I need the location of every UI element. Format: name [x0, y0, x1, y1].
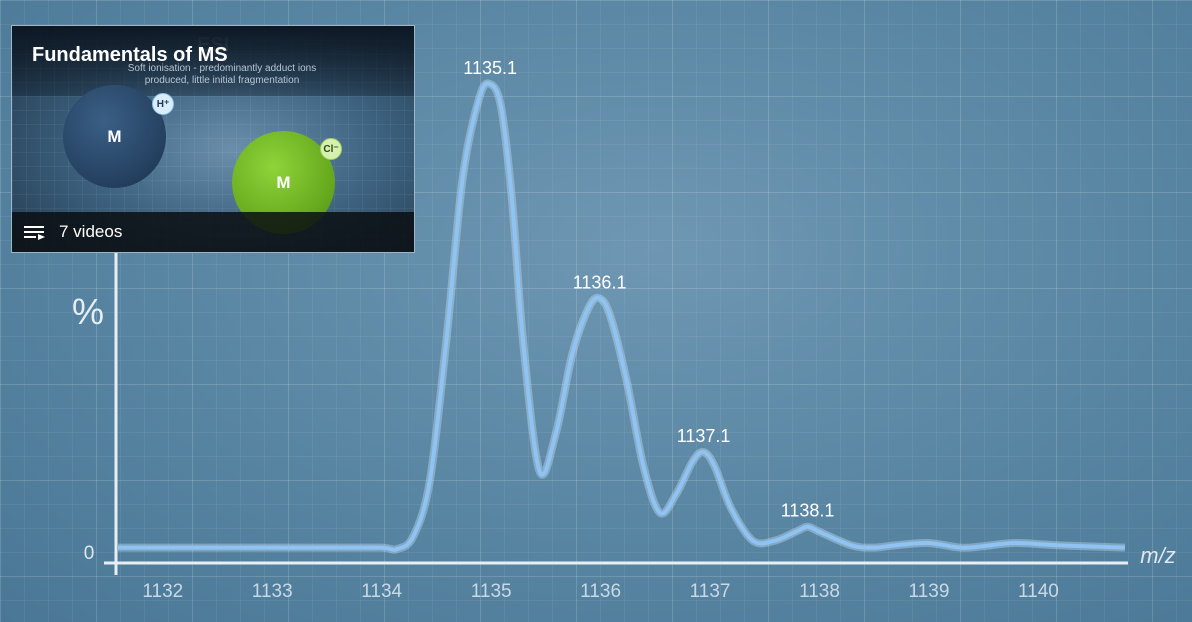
video-count: 7 videos — [59, 222, 123, 241]
card-top-fade — [12, 26, 414, 96]
y-axis-label: % — [72, 291, 104, 332]
spectrum-line — [118, 81, 1126, 552]
x-axis-label: m/z — [1140, 543, 1175, 568]
x-tick-label: 1140 — [1018, 581, 1059, 602]
playlist-info-bar[interactable]: 7 videos — [12, 212, 414, 252]
molecule-m-blue: M — [63, 85, 166, 188]
playlist-icon — [24, 224, 46, 240]
x-tick-label: 1137 — [690, 581, 731, 602]
x-tick-label: 1139 — [909, 581, 950, 602]
peak-label: 1136.1 — [573, 272, 627, 292]
x-tick-label: 1132 — [142, 581, 183, 602]
x-tick-label: 1136 — [580, 581, 621, 602]
peak-label: 1137.1 — [677, 426, 731, 446]
x-tick-label: 1138 — [799, 581, 840, 602]
x-tick-label: 1135 — [471, 581, 512, 602]
peak-label: 1135.1 — [463, 58, 517, 78]
card-subtitle: Soft ionisation - predominantly adduct i… — [127, 63, 317, 86]
proton-ion-badge: H⁺ — [152, 93, 174, 115]
playlist-title[interactable]: Fundamentals of MS — [32, 44, 228, 66]
x-tick-label: 1133 — [252, 581, 293, 602]
peak-label: 1138.1 — [781, 501, 835, 521]
chloride-ion-badge: Cl⁻ — [320, 138, 342, 160]
x-tick-label: 1134 — [361, 581, 402, 602]
y-zero-label: 0 — [84, 543, 95, 564]
playlist-card[interactable]: ESI Soft ionisation - predominantly addu… — [11, 25, 415, 253]
